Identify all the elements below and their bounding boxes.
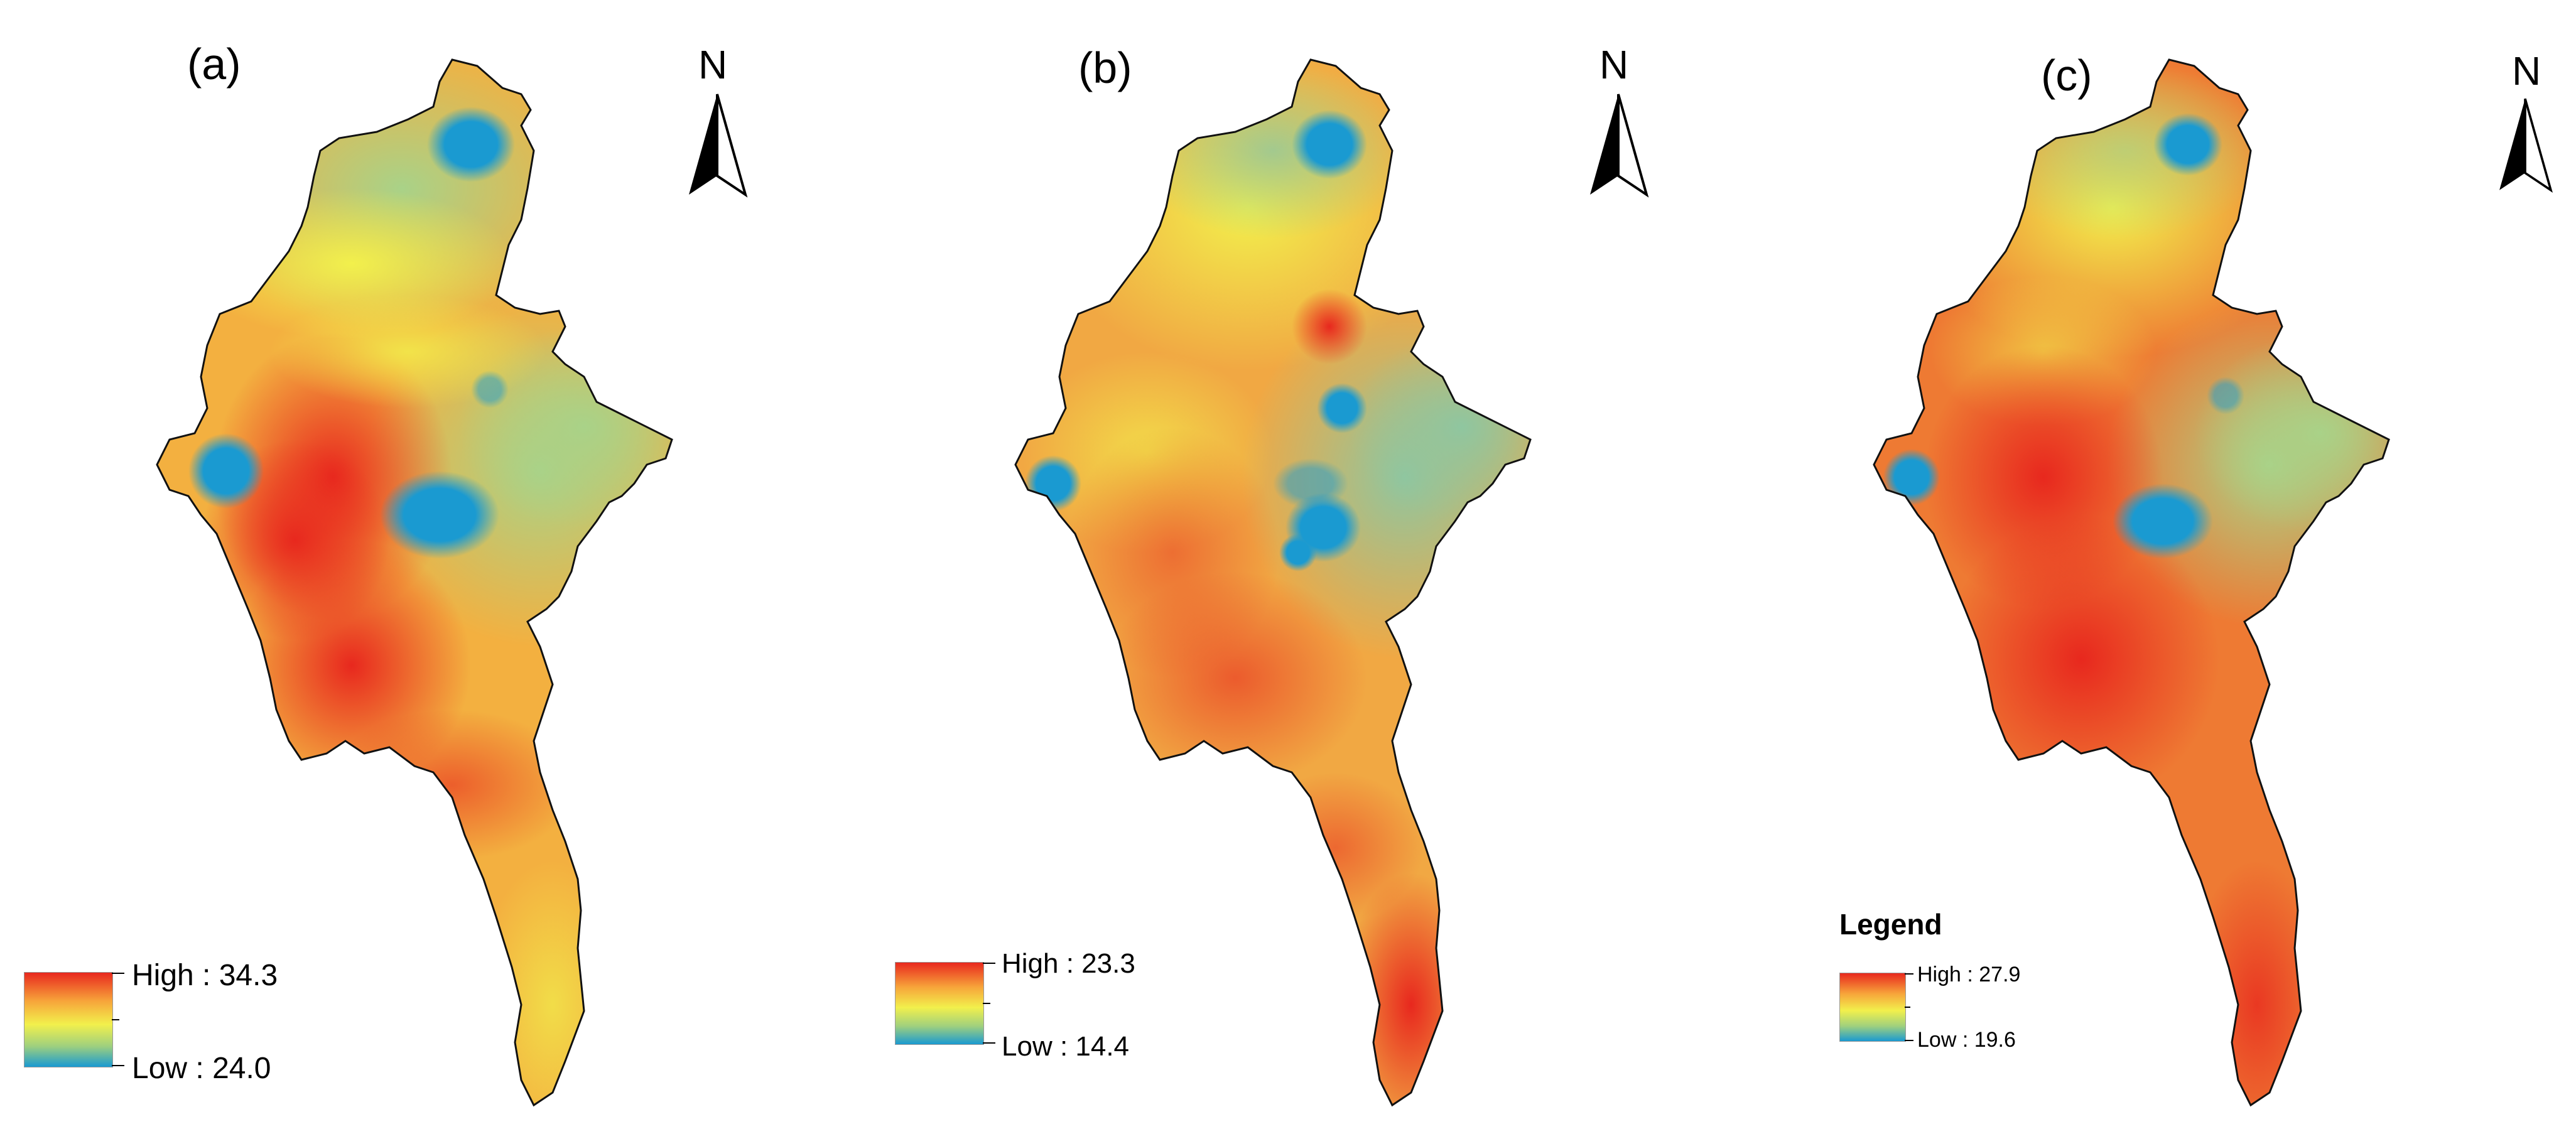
color-ramp-c: [1839, 973, 1906, 1042]
legend-a: High : 34.3 Low : 24.0: [24, 959, 401, 1098]
north-arrow-icon: [1590, 94, 1649, 198]
color-ramp-b: [895, 962, 984, 1045]
map-c: [1873, 58, 2390, 1106]
map-panel-a: (a) N High : 34.3 Low : 24.0: [0, 0, 858, 1129]
north-label-a: N: [698, 42, 728, 87]
panel-label-b: (b): [1078, 43, 1132, 92]
legend-c: Legend High : 27.9 Low : 19.6: [1839, 907, 2091, 1071]
map-panel-c: (c) N Legend High : 27.9 Low : 19.6: [1717, 0, 2575, 1129]
north-arrow-icon: [689, 94, 748, 198]
map-panel-b: (b) N High : 23.3 Low : 14.4: [858, 0, 1717, 1129]
north-label-c: N: [2512, 48, 2541, 94]
color-ramp-a: [24, 972, 113, 1067]
legend-low-a: Low : 24.0: [132, 1052, 271, 1085]
panel-label-c: (c): [2041, 51, 2092, 100]
legend-low-b: Low : 14.4: [1002, 1031, 1130, 1062]
north-label-b: N: [1599, 42, 1629, 87]
legend-high-a: High : 34.3: [132, 959, 278, 992]
map-b: [1014, 58, 1532, 1106]
legend-low-c: Low : 19.6: [1917, 1028, 2016, 1052]
north-arrow-icon: [2499, 98, 2553, 193]
legend-high-b: High : 23.3: [1002, 948, 1135, 979]
legend-title: Legend: [1839, 908, 1942, 941]
legend-b: High : 23.3 Low : 14.4: [895, 948, 1272, 1088]
map-a: [156, 58, 673, 1106]
legend-high-c: High : 27.9: [1917, 963, 2021, 986]
panel-label-a: (a): [187, 40, 241, 89]
